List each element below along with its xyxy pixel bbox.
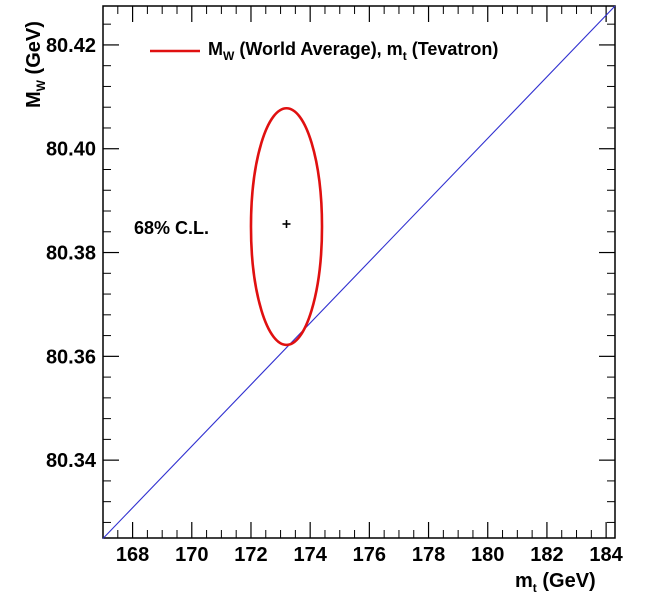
x-tick-label: 174 — [293, 544, 327, 566]
x-tick-labels: 168 170 172 174 176 178 180 182 184 — [116, 544, 624, 566]
y-tick-label: 80.34 — [46, 450, 97, 472]
legend: MW (World Average), mt (Tevatron) — [150, 39, 498, 63]
y-axis-title: MW (GeV) — [23, 21, 48, 108]
x-axis-title: mt (GeV) — [515, 570, 596, 592]
y-tick-label: 80.40 — [46, 139, 96, 161]
x-tick-label: 178 — [412, 544, 445, 566]
data-series — [102, 5, 616, 539]
x-tick-label: 180 — [471, 544, 504, 566]
x-tick-label: 176 — [353, 544, 386, 566]
reference-line — [102, 5, 616, 539]
legend-label: MW (World Average), mt (Tevatron) — [208, 39, 498, 63]
y-tick-label: 80.38 — [46, 243, 96, 265]
x-tick-label: 172 — [234, 544, 267, 566]
x-tick-label: 184 — [589, 544, 623, 566]
x-tick-label: 170 — [175, 544, 208, 566]
y-tick-labels: 80.34 80.36 80.38 80.40 80.42 — [46, 35, 97, 472]
y-tick-label: 80.36 — [46, 346, 96, 368]
plot-border — [102, 5, 616, 539]
x-tick-label: 168 — [116, 544, 149, 566]
y-tick-label: 80.42 — [46, 35, 96, 57]
x-tick-label: 182 — [530, 544, 563, 566]
plot-frame — [102, 5, 616, 539]
cl-ellipse — [249, 106, 324, 347]
axis-ticks — [102, 6, 615, 538]
ellipse-cl-label: 68% C.L. — [134, 218, 209, 238]
